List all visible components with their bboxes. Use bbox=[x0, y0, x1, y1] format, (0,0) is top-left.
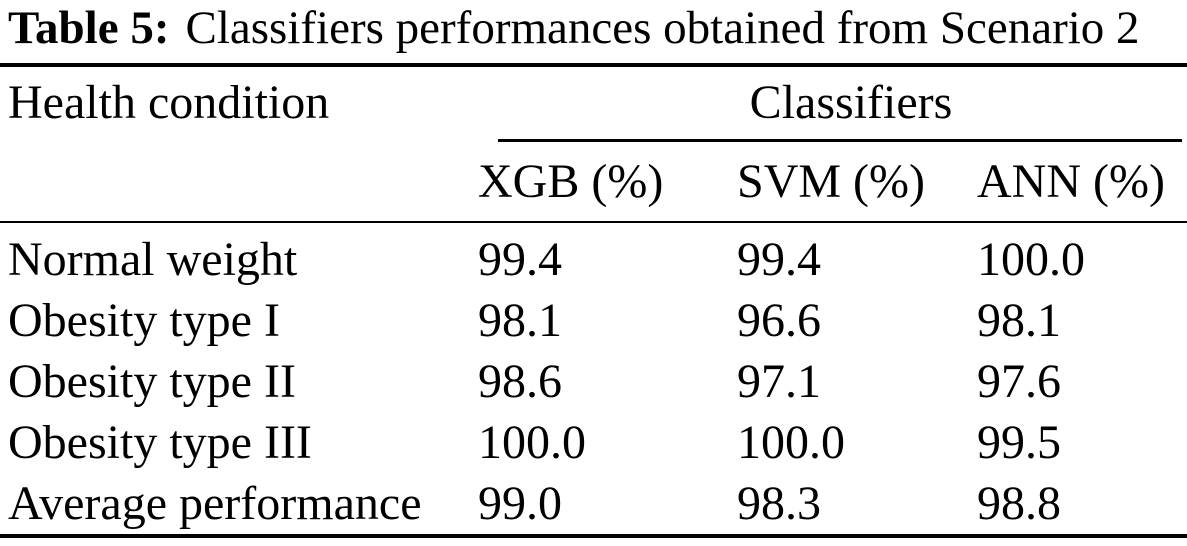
cell-xgb: 98.1 bbox=[478, 294, 562, 347]
table-caption-text: Classifiers performances obtained from S… bbox=[185, 2, 1140, 54]
table-row: Average performance 99.0 98.3 98.8 bbox=[0, 473, 1187, 534]
row-label: Normal weight bbox=[8, 233, 298, 286]
cell-xgb: 99.4 bbox=[478, 233, 562, 286]
column-header-ann: ANN (%) bbox=[977, 155, 1165, 208]
table-body: Normal weight 99.4 99.4 100.0 Obesity ty… bbox=[0, 223, 1187, 534]
cell-svm: 100.0 bbox=[737, 416, 845, 469]
bottom-rule bbox=[0, 534, 1187, 538]
table-caption: Table 5: Classifiers performances obtaine… bbox=[0, 0, 1187, 63]
cell-svm: 97.1 bbox=[737, 355, 821, 408]
classifiers-span-rule bbox=[498, 139, 1182, 142]
cell-xgb: 99.0 bbox=[478, 477, 562, 530]
row-label: Obesity type III bbox=[8, 416, 312, 469]
cell-ann: 97.6 bbox=[977, 355, 1061, 408]
table-row: Normal weight 99.4 99.4 100.0 bbox=[0, 229, 1187, 290]
stub-header: Health condition bbox=[8, 76, 330, 129]
row-label: Average performance bbox=[8, 477, 422, 530]
row-label: Obesity type II bbox=[8, 355, 296, 408]
cell-xgb: 98.6 bbox=[478, 355, 562, 408]
table-caption-label: Table 5: bbox=[8, 2, 170, 54]
table-column-header-row: XGB (%) SVM (%) ANN (%) bbox=[0, 142, 1187, 221]
cell-xgb: 100.0 bbox=[478, 416, 586, 469]
cell-svm: 98.3 bbox=[737, 477, 821, 530]
cell-svm: 99.4 bbox=[737, 233, 821, 286]
top-rule bbox=[0, 63, 1187, 67]
column-header-xgb: XGB (%) bbox=[478, 155, 664, 208]
cell-ann: 100.0 bbox=[977, 233, 1085, 286]
table-row: Obesity type III 100.0 100.0 99.5 bbox=[0, 412, 1187, 473]
table-group-header-row: Health condition Classifiers bbox=[0, 67, 1187, 139]
cell-svm: 96.6 bbox=[737, 294, 821, 347]
cell-ann: 98.8 bbox=[977, 477, 1061, 530]
column-header-svm: SVM (%) bbox=[737, 155, 925, 208]
table-row: Obesity type II 98.6 97.1 97.6 bbox=[0, 351, 1187, 412]
stub-header-spacer bbox=[8, 142, 478, 221]
cell-ann: 98.1 bbox=[977, 294, 1061, 347]
classifiers-group-header: Classifiers bbox=[749, 76, 953, 129]
table-row: Obesity type I 98.1 96.6 98.1 bbox=[0, 290, 1187, 351]
header-rule bbox=[0, 221, 1187, 223]
cell-ann: 99.5 bbox=[977, 416, 1061, 469]
row-label: Obesity type I bbox=[8, 294, 280, 347]
